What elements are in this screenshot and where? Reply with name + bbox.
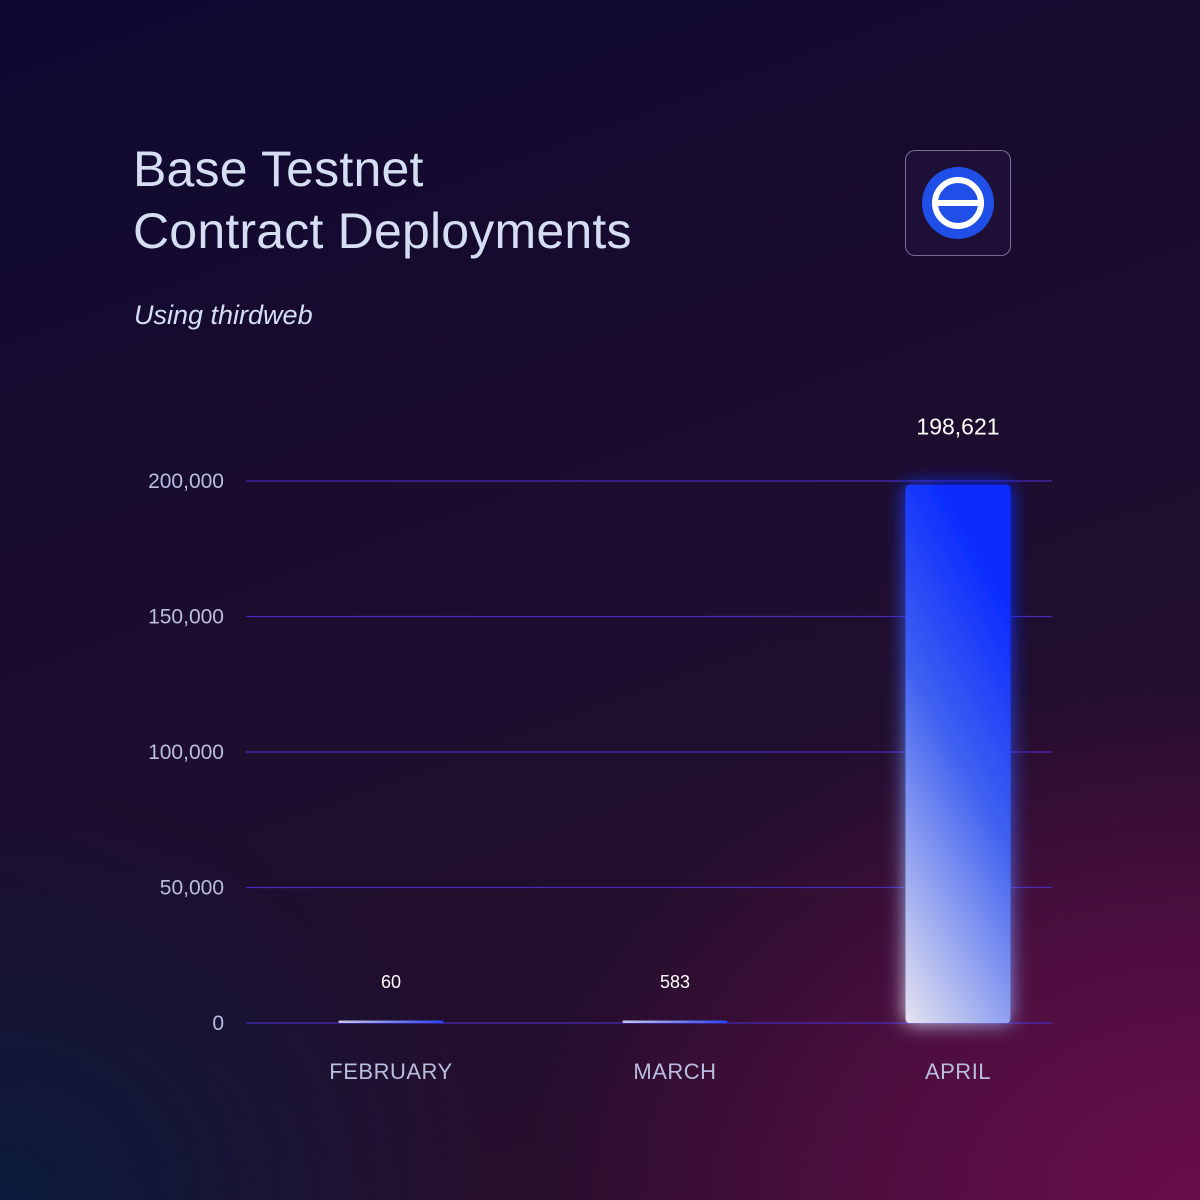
bar-march: [622, 1020, 728, 1023]
y-tick-label: 150,000: [148, 606, 224, 629]
value-label-february: 60: [381, 972, 401, 992]
bars: [338, 484, 1011, 1024]
value-label-march: 583: [660, 972, 690, 992]
y-axis: 0 50,000 100,000 150,000 200,000: [148, 470, 224, 1035]
x-tick-label: APRIL: [925, 1059, 991, 1084]
title-line-2: Contract Deployments: [133, 203, 632, 259]
base-logo: [905, 150, 1011, 256]
x-tick-label: FEBRUARY: [329, 1059, 452, 1084]
base-logo-icon: [922, 167, 994, 239]
y-tick-label: 0: [212, 1012, 224, 1035]
bar-april: [905, 484, 1011, 1024]
value-label-april: 198,621: [916, 414, 999, 440]
value-labels: 60 583 198,621: [381, 414, 1000, 992]
chart-subtitle: Using thirdweb: [134, 300, 313, 330]
y-tick-label: 50,000: [160, 877, 224, 900]
x-axis: FEBRUARY MARCH APRIL: [329, 1059, 991, 1084]
title-line-1: Base Testnet: [133, 141, 424, 197]
bar-february: [338, 1020, 444, 1023]
chart-title: Base Testnet Contract Deployments: [133, 138, 632, 262]
x-tick-label: MARCH: [633, 1059, 716, 1084]
y-tick-label: 100,000: [148, 741, 224, 764]
y-tick-label: 200,000: [148, 470, 224, 493]
